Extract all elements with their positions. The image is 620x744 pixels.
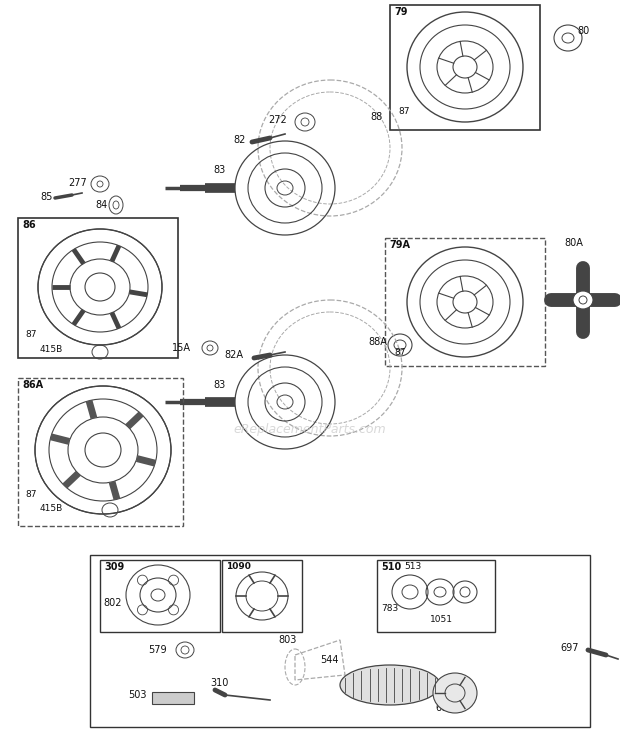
Text: 80: 80 (577, 26, 589, 36)
Text: 83: 83 (213, 380, 225, 390)
Bar (222, 560, 302, 632)
Text: 783: 783 (381, 604, 398, 613)
Text: 1090: 1090 (226, 562, 251, 571)
Text: 87: 87 (398, 107, 409, 116)
Text: 579: 579 (148, 645, 167, 655)
Text: 803: 803 (278, 635, 296, 645)
Text: 80A: 80A (564, 238, 583, 248)
Text: 88: 88 (370, 112, 383, 122)
Bar (18, 378, 183, 526)
Bar (152, 692, 194, 704)
Text: 85: 85 (40, 192, 52, 202)
Text: 86A: 86A (22, 380, 43, 390)
Bar (390, 5, 540, 130)
Text: 310: 310 (210, 678, 228, 688)
Ellipse shape (433, 673, 477, 713)
Ellipse shape (573, 291, 593, 309)
Text: 544: 544 (320, 655, 339, 665)
Text: 503: 503 (128, 690, 146, 700)
Bar (377, 560, 495, 632)
Text: 1051: 1051 (430, 615, 453, 624)
Bar (18, 218, 178, 358)
Text: 697: 697 (560, 643, 578, 653)
Text: 83: 83 (213, 165, 225, 175)
Text: 87: 87 (394, 348, 405, 357)
Text: 88A: 88A (368, 337, 387, 347)
Text: 79A: 79A (389, 240, 410, 250)
Ellipse shape (340, 665, 440, 705)
Text: 79: 79 (394, 7, 407, 17)
Text: 415B: 415B (40, 504, 63, 513)
Text: 87: 87 (25, 330, 37, 339)
Text: 82: 82 (233, 135, 246, 145)
Text: 86: 86 (22, 220, 35, 230)
Text: 601: 601 (435, 703, 453, 713)
Text: 82A: 82A (224, 350, 243, 360)
Bar (90, 555, 590, 727)
Text: 84: 84 (95, 200, 107, 210)
Text: 309: 309 (104, 562, 124, 572)
Text: 415B: 415B (40, 345, 63, 354)
Text: 277: 277 (68, 178, 87, 188)
Text: 513: 513 (404, 562, 421, 571)
Text: 87: 87 (25, 490, 37, 499)
Text: 510: 510 (381, 562, 401, 572)
Bar (100, 560, 220, 632)
Text: 802: 802 (103, 598, 122, 608)
Bar (385, 238, 545, 366)
Text: 272: 272 (268, 115, 286, 125)
Text: 15A: 15A (172, 343, 191, 353)
Text: eReplacementParts.com: eReplacementParts.com (234, 423, 386, 437)
